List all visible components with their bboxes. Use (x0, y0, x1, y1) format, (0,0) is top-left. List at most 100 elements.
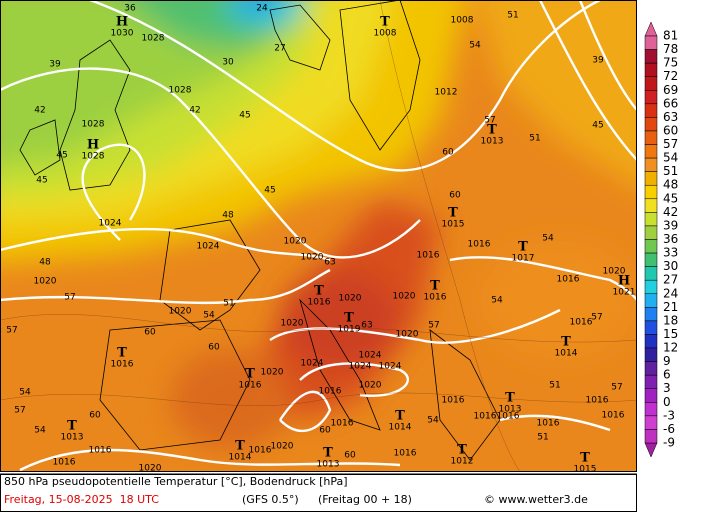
isobar-label: 1016 (331, 419, 354, 429)
isotherm-label: 57 (591, 313, 602, 323)
isotherm-label: 27 (274, 44, 285, 54)
isobar-label: 1020 (393, 292, 416, 302)
system-pressure: 1013 (317, 460, 340, 470)
isobar-label: 1020 (396, 330, 419, 340)
colorbar-label: 24 (663, 286, 678, 300)
colorbar-label: 72 (663, 69, 678, 83)
colorbar-swatch (644, 49, 658, 64)
colorbar-label: 3 (663, 381, 671, 395)
system-letter: H (116, 15, 128, 30)
isotherm-label: 54 (427, 416, 439, 426)
colorbar-swatch (644, 415, 658, 430)
system-letter: T (344, 311, 354, 326)
system-letter: T (457, 443, 467, 458)
system-letter: T (117, 346, 127, 361)
system-pressure: 1014 (555, 349, 578, 359)
isobar-label: 1016 (602, 411, 625, 421)
colorbar-swatch (644, 239, 658, 254)
colorbar-label: 21 (663, 300, 678, 314)
isobar-label: 1024 (349, 362, 372, 372)
isobar-label: 1016 (442, 396, 465, 406)
isobar-label: 1028 (82, 120, 105, 130)
isotherm-label: 60 (89, 411, 101, 421)
isobar-label: 1016 (319, 387, 342, 397)
colorbar-label: -3 (663, 408, 675, 422)
isotherm-label: 45 (56, 151, 67, 161)
isotherm-label: 57 (428, 321, 439, 331)
colorbar-label: 51 (663, 164, 678, 178)
isobar-label: 1024 (301, 359, 324, 369)
isobar-label: 1016 (537, 419, 560, 429)
isotherm-label: 54 (203, 311, 215, 321)
isotherm-label: 45 (239, 111, 250, 121)
colorbar-label: 60 (663, 123, 678, 137)
isobar-label: 1020 (261, 368, 284, 378)
system-pressure: 1016 (111, 360, 134, 370)
isobar-label: 1016 (586, 396, 609, 406)
system-letter: T (430, 279, 440, 294)
isotherm-label: 57 (6, 326, 17, 336)
colorbar-swatch (644, 212, 658, 227)
colorbar-label: 18 (663, 313, 678, 327)
isobar-label: 1020 (139, 464, 162, 474)
colorbar-label: 75 (663, 56, 678, 70)
colorbar-swatch (644, 117, 658, 132)
system-pressure: 1013 (499, 405, 522, 415)
system-pressure: 1015 (442, 220, 465, 230)
isobar-label: 1020 (301, 253, 324, 263)
colorbar-swatch (644, 429, 658, 444)
system-pressure: 1028 (82, 152, 105, 162)
footer-credit: © www.wetter3.de (484, 493, 588, 506)
isotherm-label: 30 (222, 58, 234, 68)
colorbar-label: 63 (663, 110, 678, 124)
colorbar-swatch (644, 62, 658, 77)
colorbar-cap (644, 21, 658, 37)
isotherm-label: 60 (208, 343, 220, 353)
isotherm-label: 63 (324, 258, 335, 268)
isobar-label: 1012 (435, 88, 458, 98)
colorbar-swatch (644, 35, 658, 50)
colorbar-cap (644, 442, 658, 458)
system-pressure: 1021 (613, 288, 636, 298)
colorbar-swatch (644, 361, 658, 376)
system-pressure: 1014 (229, 453, 252, 463)
isobar-label: 1024 (359, 351, 382, 361)
isotherm-label: 51 (529, 134, 540, 144)
colorbar-label: -9 (663, 436, 675, 450)
isotherm-label: 24 (256, 4, 268, 14)
system-letter: T (380, 15, 390, 30)
isotherms (0, 0, 637, 472)
system-letter: T (323, 446, 333, 461)
colorbar-label: 0 (663, 395, 671, 409)
isobar-label: 1020 (271, 442, 294, 452)
system-pressure: 1013 (61, 433, 84, 443)
colorbar-label: 12 (663, 341, 678, 355)
system-letter: T (518, 240, 528, 255)
colorbar-swatch (644, 388, 658, 403)
system-letter: T (395, 409, 405, 424)
colorbar-label: 39 (663, 218, 678, 232)
system-pressure: 1015 (574, 465, 597, 475)
isobar-label: 1020 (339, 294, 362, 304)
system-letter: T (448, 206, 458, 221)
isotherm-label: 51 (507, 11, 518, 21)
isotherm-label: 60 (344, 451, 356, 461)
isotherm-label: 60 (144, 328, 156, 338)
isobar-label: 1024 (379, 362, 402, 372)
colorbar-swatch (644, 103, 658, 118)
colorbar-swatch (644, 374, 658, 389)
isotherm-label: 54 (542, 234, 554, 244)
isotherm-label: 48 (39, 258, 51, 268)
isobar-label: 1024 (99, 219, 122, 229)
colorbar-label: 6 (663, 368, 671, 382)
system-pressure: 1016 (424, 293, 447, 303)
system-letter: T (67, 419, 77, 434)
coastlines (19, 0, 501, 461)
isotherm-label: 54 (34, 426, 46, 436)
colorbar-swatch (644, 347, 658, 362)
isobar-label: 1024 (197, 242, 220, 252)
system-pressure: 1016 (239, 381, 262, 391)
isotherm-label: 45 (36, 176, 47, 186)
